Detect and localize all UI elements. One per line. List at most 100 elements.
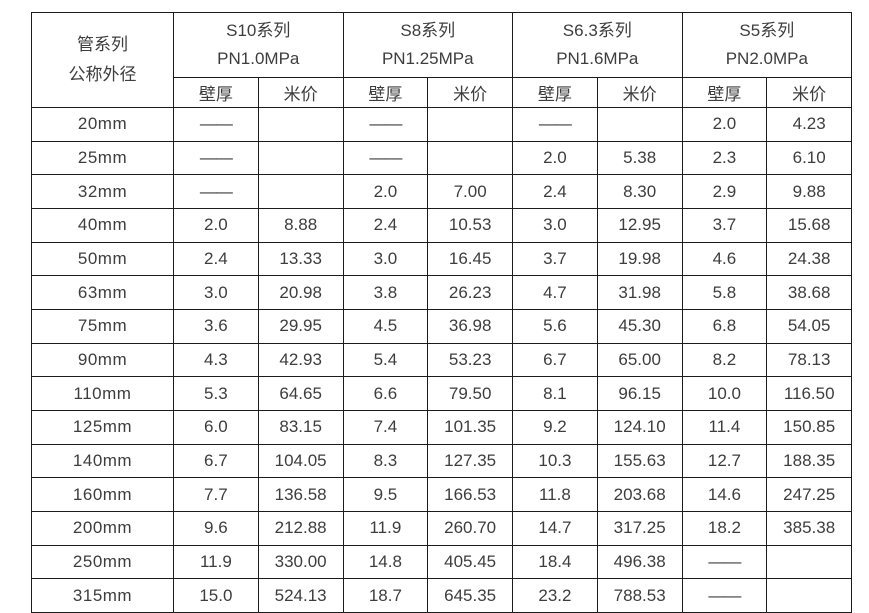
value-cell: 9.2 bbox=[512, 409, 598, 445]
series-name: S6.3系列 bbox=[562, 21, 632, 40]
value-cell: 524.13 bbox=[257, 578, 344, 613]
size-cell: 20mm bbox=[31, 107, 174, 142]
value-cell: 11.9 bbox=[342, 510, 429, 546]
value-cell: 15.68 bbox=[766, 207, 853, 243]
table-row: 250mm 11.9 330.00 14.8 405.45 18.4 496.3… bbox=[31, 544, 853, 580]
value-cell: —— bbox=[342, 140, 429, 176]
series-pn: PN2.0MPa bbox=[725, 49, 808, 68]
value-cell: 2.0 bbox=[681, 107, 768, 142]
value-cell: 150.85 bbox=[766, 409, 853, 445]
value-cell: 12.95 bbox=[596, 207, 683, 243]
value-cell: 18.4 bbox=[512, 544, 598, 580]
value-cell: 3.0 bbox=[342, 241, 429, 277]
value-cell: 6.8 bbox=[681, 308, 768, 344]
size-cell: 160mm bbox=[31, 477, 174, 512]
value-cell: 2.9 bbox=[681, 174, 768, 209]
value-cell: 6.10 bbox=[766, 140, 853, 176]
value-cell: 2.4 bbox=[342, 207, 429, 243]
table-row: 200mm 9.6 212.88 11.9 260.70 14.7 317.25… bbox=[31, 510, 853, 546]
value-cell: 7.00 bbox=[427, 174, 514, 209]
value-cell: 5.8 bbox=[681, 275, 768, 310]
value-cell: 54.05 bbox=[766, 308, 853, 344]
meter-price-header: 米价 bbox=[766, 77, 853, 108]
value-cell: 330.00 bbox=[257, 544, 344, 580]
value-cell bbox=[766, 544, 853, 580]
value-cell: 10.3 bbox=[512, 443, 598, 479]
value-cell: 10.53 bbox=[427, 207, 514, 243]
value-cell: 8.88 bbox=[257, 207, 344, 243]
value-cell: 24.38 bbox=[766, 241, 853, 277]
value-cell: 26.23 bbox=[427, 275, 514, 310]
meter-price-header: 米价 bbox=[427, 77, 514, 108]
value-cell: 104.05 bbox=[257, 443, 344, 479]
table-row: 25mm —— —— 2.0 5.38 2.3 6.10 bbox=[31, 140, 853, 176]
value-cell: 3.0 bbox=[512, 207, 598, 243]
size-cell: 125mm bbox=[31, 409, 174, 445]
value-cell: —— bbox=[173, 174, 259, 209]
value-cell: 19.98 bbox=[596, 241, 683, 277]
series-name: S5系列 bbox=[739, 21, 795, 40]
value-cell: 260.70 bbox=[427, 510, 514, 546]
value-cell: 166.53 bbox=[427, 477, 514, 512]
value-cell: —— bbox=[342, 107, 429, 142]
sub-header-row: 壁厚 米价 壁厚 米价 壁厚 米价 壁厚 米价 bbox=[32, 77, 853, 108]
size-cell: 90mm bbox=[31, 342, 174, 378]
value-cell bbox=[427, 140, 514, 176]
value-cell: 3.6 bbox=[173, 308, 259, 344]
series-name: S10系列 bbox=[226, 21, 291, 40]
series-header-s6-3: S6.3系列 PN1.6MPa bbox=[512, 12, 683, 78]
size-cell: 315mm bbox=[31, 578, 174, 613]
series-pn: PN1.0MPa bbox=[217, 49, 300, 68]
corner-header: 管系列 公称外径 bbox=[31, 12, 174, 108]
value-cell: 203.68 bbox=[596, 477, 683, 512]
size-cell: 32mm bbox=[31, 174, 174, 209]
value-cell: 788.53 bbox=[596, 578, 683, 613]
corner-header-line2: 公称外径 bbox=[68, 65, 137, 84]
value-cell: 9.6 bbox=[173, 510, 259, 546]
value-cell bbox=[427, 107, 514, 142]
value-cell bbox=[257, 174, 344, 209]
value-cell: 4.23 bbox=[766, 107, 853, 142]
value-cell bbox=[596, 107, 683, 142]
table-row: 20mm —— —— —— 2.0 4.23 bbox=[31, 107, 853, 142]
series-header-s5: S5系列 PN2.0MPa bbox=[681, 12, 853, 78]
value-cell: 14.8 bbox=[342, 544, 429, 580]
value-cell: 10.0 bbox=[681, 376, 768, 411]
meter-price-header: 米价 bbox=[257, 77, 344, 108]
value-cell: 7.4 bbox=[342, 409, 429, 445]
value-cell: 6.0 bbox=[173, 409, 259, 445]
value-cell: 2.3 bbox=[681, 140, 768, 176]
value-cell: 496.38 bbox=[596, 544, 683, 580]
value-cell: 155.63 bbox=[596, 443, 683, 479]
value-cell: 14.6 bbox=[681, 477, 768, 512]
value-cell: 2.4 bbox=[512, 174, 598, 209]
size-cell: 110mm bbox=[31, 376, 174, 411]
value-cell: 78.13 bbox=[766, 342, 853, 378]
value-cell: 96.15 bbox=[596, 376, 683, 411]
table-row: 40mm 2.0 8.88 2.4 10.53 3.0 12.95 3.7 15… bbox=[31, 207, 853, 243]
wall-thickness-header: 壁厚 bbox=[681, 77, 768, 108]
table-row: 63mm 3.0 20.98 3.8 26.23 4.7 31.98 5.8 3… bbox=[31, 275, 853, 310]
pipe-price-table: 管系列 公称外径 S10系列 PN1.0MPa S8系列 PN1.25MPa S… bbox=[31, 12, 853, 613]
size-cell: 200mm bbox=[31, 510, 174, 546]
size-cell: 250mm bbox=[31, 544, 174, 580]
value-cell: 385.38 bbox=[766, 510, 853, 546]
value-cell: 3.0 bbox=[173, 275, 259, 310]
size-cell: 25mm bbox=[31, 140, 174, 176]
series-pn: PN1.25MPa bbox=[381, 49, 474, 68]
wall-thickness-header: 壁厚 bbox=[512, 77, 598, 108]
value-cell: 23.2 bbox=[512, 578, 598, 613]
value-cell: 45.30 bbox=[596, 308, 683, 344]
value-cell: 5.38 bbox=[596, 140, 683, 176]
table-row: 160mm 7.7 136.58 9.5 166.53 11.8 203.68 … bbox=[31, 477, 853, 512]
value-cell: —— bbox=[173, 140, 259, 176]
value-cell: 11.4 bbox=[681, 409, 768, 445]
value-cell bbox=[257, 107, 344, 142]
value-cell: 18.2 bbox=[681, 510, 768, 546]
value-cell: 4.7 bbox=[512, 275, 598, 310]
value-cell: 79.50 bbox=[427, 376, 514, 411]
value-cell: 2.0 bbox=[173, 207, 259, 243]
value-cell: 29.95 bbox=[257, 308, 344, 344]
value-cell: 8.1 bbox=[512, 376, 598, 411]
value-cell: 14.7 bbox=[512, 510, 598, 546]
